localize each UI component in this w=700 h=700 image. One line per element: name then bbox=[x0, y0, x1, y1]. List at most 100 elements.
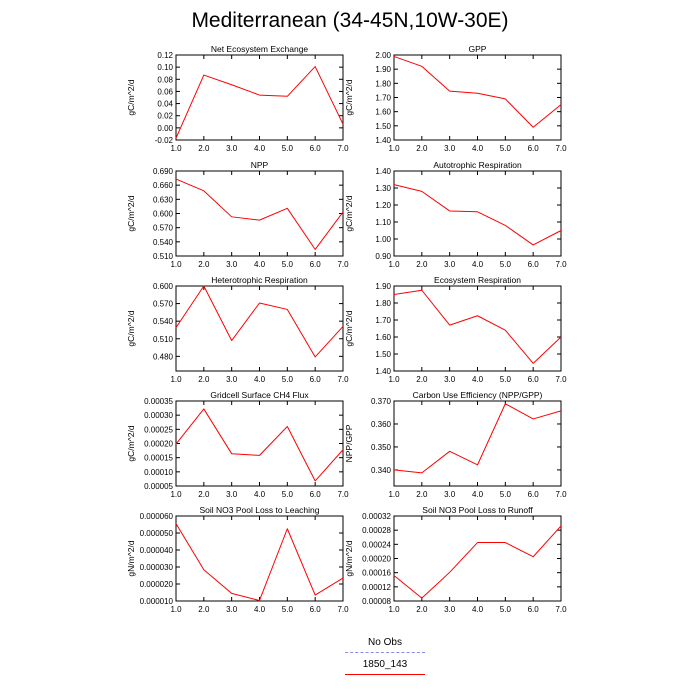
y-tick-label: 0.570 bbox=[153, 224, 174, 233]
y-tick-label: 1.20 bbox=[375, 201, 391, 210]
x-tick-label: 1.0 bbox=[170, 260, 182, 269]
y-axis-label: gC/m^2/d bbox=[344, 195, 354, 231]
y-axis-label: gC/m^2/d bbox=[344, 79, 354, 115]
x-tick-label: 5.0 bbox=[500, 260, 512, 269]
x-tick-label: 3.0 bbox=[226, 144, 238, 153]
y-tick-label: 1.60 bbox=[375, 333, 391, 342]
x-tick-label: 2.0 bbox=[416, 260, 428, 269]
y-tick-label: 0.00020 bbox=[362, 555, 391, 564]
panel-title: Heterotrophic Respiration bbox=[211, 275, 308, 285]
y-tick-label: 0.000020 bbox=[140, 580, 174, 589]
panel-title: Carbon Use Efficiency (NPP/GPP) bbox=[413, 390, 543, 400]
series-line bbox=[175, 66, 344, 139]
x-tick-label: 1.0 bbox=[388, 490, 400, 499]
y-tick-label: 0.00005 bbox=[144, 482, 173, 491]
x-tick-label: 4.0 bbox=[254, 605, 266, 614]
y-tick-label: 1.90 bbox=[375, 282, 391, 291]
x-tick-label: 6.0 bbox=[310, 375, 322, 384]
y-axis-label: gC/m^2/d bbox=[344, 310, 354, 346]
y-tick-label: -0.02 bbox=[155, 136, 174, 145]
x-tick-label: 3.0 bbox=[444, 605, 456, 614]
x-tick-label: 2.0 bbox=[198, 375, 210, 384]
y-tick-label: 0.600 bbox=[153, 210, 174, 219]
x-tick-label: 2.0 bbox=[198, 260, 210, 269]
panel-autotrophic-respiration: Autotrophic Respiration gC/m^2/d 1.0 2.0 3.0… bbox=[344, 160, 567, 269]
x-tick-label: 2.0 bbox=[198, 605, 210, 614]
legend-label-1850-143: 1850_143 bbox=[362, 659, 408, 670]
legend-line-no-obs bbox=[345, 652, 425, 653]
y-tick-label: 1.40 bbox=[375, 367, 391, 376]
y-tick-label: 1.70 bbox=[375, 316, 391, 325]
series-line bbox=[175, 408, 344, 482]
x-tick-label: 5.0 bbox=[282, 605, 294, 614]
panel-gpp: GPP gC/m^2/d 1.0 2.0 3.0 4.0 5.0 6.0 7.0 1.40 1.50… bbox=[344, 44, 567, 153]
y-axis-label: gC/m^2/d bbox=[126, 195, 136, 231]
y-tick-label: 0.360 bbox=[371, 420, 392, 429]
y-tick-label: 0.370 bbox=[371, 397, 392, 406]
y-tick-label: 1.10 bbox=[375, 218, 391, 227]
y-tick-label: 0.00035 bbox=[144, 397, 173, 406]
y-tick-label: 0.00025 bbox=[144, 425, 173, 434]
x-tick-label: 6.0 bbox=[528, 375, 540, 384]
plot-frame bbox=[175, 400, 344, 487]
x-tick-label: 5.0 bbox=[282, 490, 294, 499]
y-tick-label: 2.00 bbox=[375, 51, 391, 60]
x-tick-label: 6.0 bbox=[310, 490, 322, 499]
y-tick-label: 0.00032 bbox=[362, 512, 391, 521]
y-tick-label: 0.000050 bbox=[140, 529, 174, 538]
x-tick-label: 7.0 bbox=[555, 260, 567, 269]
y-tick-label: 1.50 bbox=[375, 122, 391, 131]
y-axis-label: gC/m^2/d bbox=[126, 79, 136, 115]
series-line bbox=[393, 55, 562, 128]
plot-frame bbox=[393, 515, 562, 602]
y-tick-label: 0.12 bbox=[157, 51, 173, 60]
y-tick-label: 0.000030 bbox=[140, 563, 174, 572]
plot-frame bbox=[175, 54, 344, 141]
panel-title: Autotrophic Respiration bbox=[433, 160, 522, 170]
y-tick-label: 0.00028 bbox=[362, 526, 391, 535]
x-tick-label: 2.0 bbox=[416, 144, 428, 153]
panel-title: Gridcell Surface CH4 Flux bbox=[210, 390, 309, 400]
panel-heterotrophic-respiration: Heterotrophic Respiration gC/m^2/d 1.0 2.0 3… bbox=[126, 275, 349, 384]
series-line bbox=[393, 525, 562, 599]
y-tick-label: 0.06 bbox=[157, 87, 173, 96]
panel-soil-no3-pool-loss-to-runoff: Soil NO3 Pool Loss to Runoff gN/m^2/d 1.0 2… bbox=[344, 505, 567, 614]
x-tick-label: 1.0 bbox=[170, 490, 182, 499]
y-axis-label: gN/m^2/d bbox=[344, 540, 354, 576]
x-tick-label: 4.0 bbox=[472, 260, 484, 269]
panel-title: Net Ecosystem Exchange bbox=[211, 44, 309, 54]
x-tick-label: 7.0 bbox=[337, 605, 349, 614]
series-line bbox=[175, 285, 344, 358]
x-tick-label: 6.0 bbox=[528, 144, 540, 153]
x-tick-label: 3.0 bbox=[226, 260, 238, 269]
series-line bbox=[393, 289, 562, 364]
x-tick-label: 1.0 bbox=[388, 144, 400, 153]
x-tick-label: 5.0 bbox=[282, 144, 294, 153]
x-tick-label: 1.0 bbox=[170, 144, 182, 153]
y-tick-label: 0.480 bbox=[153, 352, 174, 361]
x-tick-label: 6.0 bbox=[528, 260, 540, 269]
plot-frame bbox=[393, 400, 562, 487]
plot-frame bbox=[175, 285, 344, 372]
y-tick-label: 0.540 bbox=[153, 317, 174, 326]
series-line bbox=[175, 523, 344, 601]
x-tick-label: 4.0 bbox=[472, 605, 484, 614]
series-line bbox=[393, 403, 562, 474]
y-tick-label: 0.510 bbox=[153, 335, 174, 344]
panel-ecosystem-respiration: Ecosystem Respiration gC/m^2/d 1.0 2.0 3.0 4.… bbox=[344, 275, 567, 384]
x-tick-label: 7.0 bbox=[337, 490, 349, 499]
x-tick-label: 7.0 bbox=[337, 375, 349, 384]
x-tick-label: 6.0 bbox=[528, 490, 540, 499]
plot-frame bbox=[175, 170, 344, 257]
x-tick-label: 3.0 bbox=[444, 375, 456, 384]
y-tick-label: 0.510 bbox=[153, 252, 174, 261]
x-tick-label: 4.0 bbox=[254, 260, 266, 269]
y-tick-label: 1.80 bbox=[375, 79, 391, 88]
y-tick-label: 0.630 bbox=[153, 195, 174, 204]
series-line bbox=[175, 178, 344, 250]
x-tick-label: 5.0 bbox=[500, 375, 512, 384]
y-tick-label: 0.600 bbox=[153, 282, 174, 291]
x-tick-label: 1.0 bbox=[170, 375, 182, 384]
panel-npp: NPP gC/m^2/d 1.0 2.0 3.0 4.0 5.0 6.0 7.0 0.510 0.5… bbox=[126, 160, 349, 269]
